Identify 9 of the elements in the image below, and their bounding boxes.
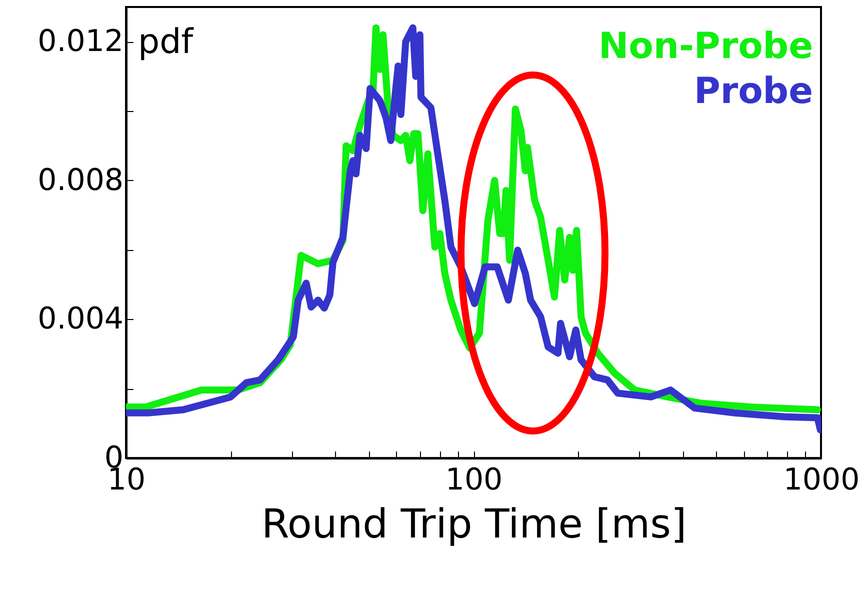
annotation: pdf: [138, 22, 194, 62]
text: Non-Probe: [598, 26, 813, 67]
text: Probe: [694, 71, 813, 112]
x-tick-label: 1000: [783, 462, 860, 498]
y-tick-label: 0.012: [38, 24, 124, 60]
x-tick-label: 100: [445, 462, 503, 498]
y-tick-label: 0.008: [38, 162, 124, 198]
x-axis-title: Round Trip Time [ms]: [261, 502, 687, 548]
y-tick-label: 0.004: [38, 302, 124, 337]
